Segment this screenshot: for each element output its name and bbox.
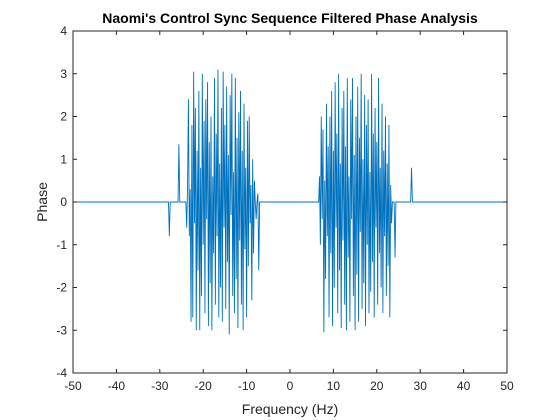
y-axis-label: Phase — [34, 182, 50, 222]
y-tick-label: 2 — [60, 110, 67, 124]
x-tick-label: 50 — [500, 379, 514, 393]
series-line-0 — [73, 69, 507, 335]
y-tick-label: 3 — [60, 67, 67, 81]
y-tick-label: 1 — [60, 152, 67, 166]
y-tick-label: -3 — [56, 323, 67, 337]
y-tick-label: 0 — [60, 195, 67, 209]
y-tick-label: 4 — [60, 24, 67, 38]
x-tick-label: 0 — [287, 379, 294, 393]
y-tick-label: -4 — [56, 366, 67, 380]
x-axis-label: Frequency (Hz) — [242, 401, 338, 417]
x-tick-label: 40 — [457, 379, 471, 393]
chart-title: Naomi's Control Sync Sequence Filtered P… — [102, 10, 478, 26]
x-tick-label: -40 — [108, 379, 126, 393]
x-tick-label: 20 — [370, 379, 384, 393]
y-axis: -4 -3 -2 -1 0 1 2 3 4 — [56, 24, 507, 380]
x-tick-label: -10 — [238, 379, 256, 393]
x-tick-label: -50 — [64, 379, 82, 393]
x-tick-label: -20 — [195, 379, 213, 393]
x-axis: -50 -40 -30 -20 -10 0 10 20 30 40 50 — [64, 31, 514, 393]
x-tick-label: 30 — [414, 379, 428, 393]
series-layer — [73, 69, 507, 335]
x-tick-label: -30 — [151, 379, 169, 393]
y-tick-label: -1 — [56, 238, 67, 252]
y-tick-label: -2 — [56, 281, 67, 295]
x-tick-label: 10 — [327, 379, 341, 393]
